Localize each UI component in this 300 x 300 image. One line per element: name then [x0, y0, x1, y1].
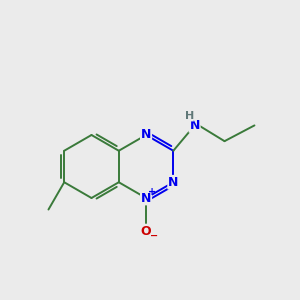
Text: O: O	[141, 225, 152, 238]
Text: H: H	[184, 111, 194, 122]
Text: N: N	[141, 128, 151, 142]
Text: −: −	[149, 231, 158, 241]
Text: N: N	[168, 176, 178, 189]
Text: +: +	[148, 187, 156, 197]
Text: N: N	[189, 119, 200, 132]
Text: N: N	[141, 191, 151, 205]
